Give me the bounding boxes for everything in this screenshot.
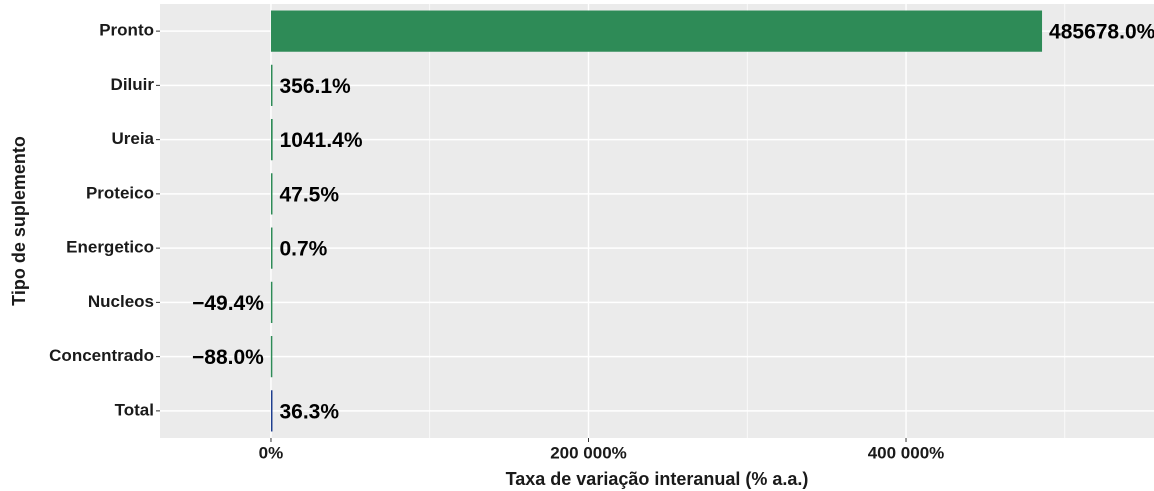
bar [270, 336, 273, 378]
x-tick-label: 200 000% [550, 443, 627, 462]
value-label: 485678.0% [1049, 21, 1154, 44]
x-tick-label: 0% [259, 443, 284, 462]
value-label: −88.0% [192, 346, 264, 369]
y-tick-label: Pronto [99, 21, 154, 40]
panel [160, 4, 1154, 438]
y-tick-label: Diluir [111, 75, 155, 94]
value-label: 47.5% [279, 183, 339, 206]
x-axis-label: Taxa de variação interanual (% a.a.) [506, 469, 809, 489]
value-label: 36.3% [279, 400, 339, 423]
value-label: 0.7% [279, 238, 327, 261]
value-label: 356.1% [279, 75, 351, 98]
bar [270, 227, 273, 269]
value-label: −49.4% [192, 292, 264, 315]
bar [270, 390, 273, 432]
bar [270, 10, 1043, 52]
bar [270, 119, 273, 161]
bar [270, 173, 273, 215]
y-tick-label: Concentrado [49, 346, 154, 365]
y-axis-label: Tipo de suplemento [9, 136, 29, 306]
value-label: 1041.4% [280, 129, 363, 152]
bar [270, 281, 273, 323]
y-tick-label: Total [115, 400, 154, 419]
y-tick-label: Ureia [111, 129, 154, 148]
y-tick-label: Energetico [66, 238, 154, 257]
y-tick-label: Proteico [86, 183, 154, 202]
y-tick-label: Nucleos [88, 292, 154, 311]
x-tick-label: 400 000% [868, 443, 945, 462]
bar [270, 64, 273, 106]
